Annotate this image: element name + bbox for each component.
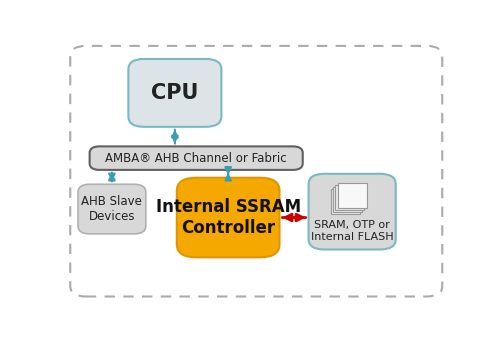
FancyBboxPatch shape (333, 187, 362, 212)
Text: CPU: CPU (151, 83, 198, 103)
Text: Internal SSRAM
Controller: Internal SSRAM Controller (156, 198, 300, 237)
FancyBboxPatch shape (336, 185, 364, 210)
Text: SRAM, OTP or
Internal FLASH: SRAM, OTP or Internal FLASH (311, 220, 394, 242)
Text: AHB Slave
Devices: AHB Slave Devices (82, 195, 142, 223)
FancyBboxPatch shape (90, 146, 303, 170)
FancyBboxPatch shape (308, 174, 396, 250)
FancyBboxPatch shape (128, 59, 222, 127)
FancyBboxPatch shape (177, 178, 280, 257)
Text: AMBA® AHB Channel or Fabric: AMBA® AHB Channel or Fabric (106, 152, 287, 165)
FancyBboxPatch shape (330, 190, 360, 214)
FancyBboxPatch shape (338, 183, 366, 208)
FancyBboxPatch shape (78, 184, 146, 234)
